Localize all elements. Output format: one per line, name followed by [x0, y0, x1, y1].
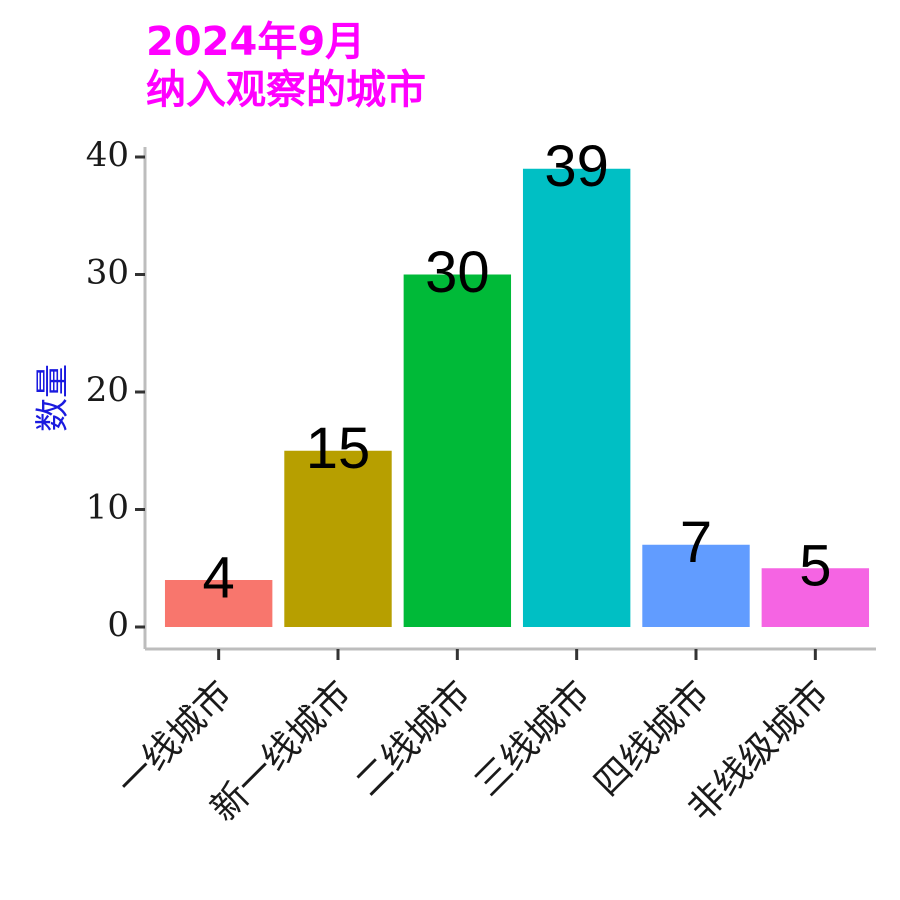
- bar: [761, 568, 870, 627]
- bar-value-label: 39: [544, 134, 609, 199]
- bar-value-label: 7: [680, 510, 712, 575]
- bar: [642, 544, 750, 627]
- y-tick-label: 40: [86, 135, 129, 175]
- bar: [522, 168, 631, 627]
- chart-title: 2024年9月 纳入观察的城市: [146, 18, 426, 114]
- y-tick-label: 10: [86, 488, 129, 528]
- chart-title-line-2: 纳入观察的城市: [146, 67, 426, 113]
- chart-title-line-1: 2024年9月: [146, 19, 366, 65]
- y-tick-label: 0: [107, 605, 129, 645]
- bar: [164, 580, 273, 627]
- y-tick-label: 30: [86, 253, 129, 293]
- x-tick-label: 三线城市: [467, 673, 598, 804]
- bar: [403, 274, 512, 627]
- y-ticks: 0 10 20 30 40: [86, 135, 145, 645]
- bar-value-label: 4: [203, 545, 235, 610]
- bar-labels: 4 15 30 39 7 5: [203, 134, 832, 610]
- y-tick-label: 20: [86, 370, 129, 410]
- axes: [143, 147, 876, 651]
- bar-value-label: 30: [425, 240, 490, 305]
- bar-value-label: 15: [306, 416, 371, 481]
- x-tick-label: 二线城市: [348, 673, 479, 804]
- y-axis-label: 数量: [33, 364, 73, 432]
- bar: [284, 450, 392, 627]
- bar-value-label: 5: [799, 534, 831, 599]
- bars: [164, 168, 870, 627]
